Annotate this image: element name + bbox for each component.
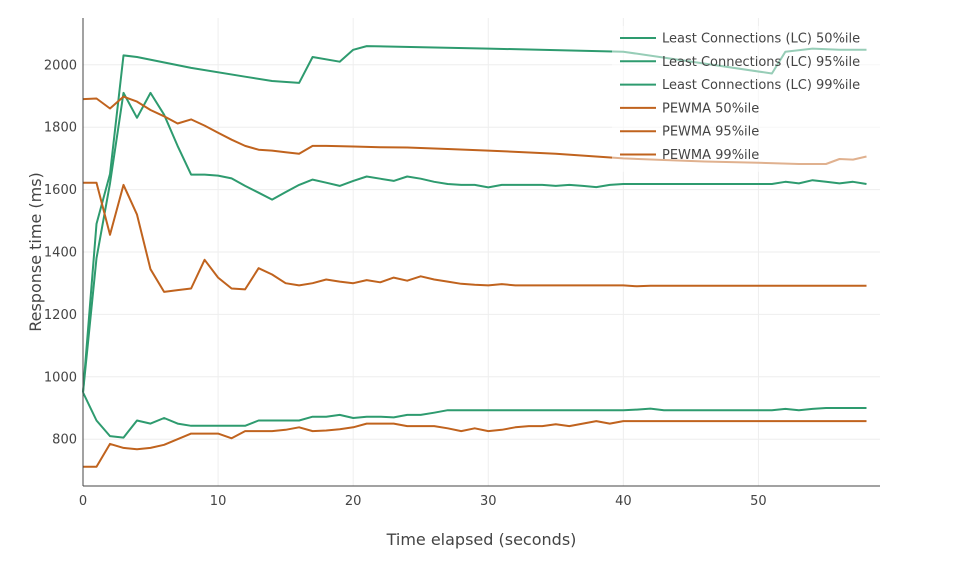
legend-label-4[interactable]: PEWMA 50%ile bbox=[662, 101, 759, 116]
y-tick-label: 1800 bbox=[44, 121, 77, 136]
x-tick-label: 0 bbox=[79, 494, 87, 509]
legend-label-5[interactable]: PEWMA 95%ile bbox=[662, 125, 759, 140]
y-tick-label: 1600 bbox=[44, 183, 77, 198]
axes bbox=[82, 18, 880, 487]
legend-label-6[interactable]: PEWMA 99%ile bbox=[662, 148, 759, 163]
x-tick-label: 30 bbox=[480, 494, 497, 509]
legend[interactable]: Least Connections (LC) 50%ile Least Conne… bbox=[612, 26, 902, 172]
x-tick-label: 10 bbox=[210, 494, 227, 509]
legend-label-2[interactable]: Least Connections (LC) 95%ile bbox=[662, 55, 860, 70]
y-tick-label: 2000 bbox=[44, 58, 77, 73]
x-tick-label: 40 bbox=[615, 494, 632, 509]
y-tick-label: 1000 bbox=[44, 370, 77, 385]
series-line-1 bbox=[82, 391, 867, 439]
y-tick-label: 1400 bbox=[44, 246, 77, 261]
x-tick-label: 50 bbox=[750, 494, 767, 509]
y-axis-title: Response time (ms) bbox=[26, 172, 45, 332]
x-axis-title: Time elapsed (seconds) bbox=[386, 530, 577, 549]
legend-label-3[interactable]: Least Connections (LC) 99%ile bbox=[662, 78, 860, 93]
y-tick-label: 1200 bbox=[44, 308, 77, 323]
legend-background bbox=[612, 26, 902, 172]
gridlines bbox=[83, 18, 880, 486]
legend-label-1[interactable]: Least Connections (LC) 50%ile bbox=[662, 32, 860, 47]
series-line-5 bbox=[83, 181, 867, 293]
x-tick-label: 20 bbox=[345, 494, 362, 509]
y-tick-label: 800 bbox=[52, 433, 77, 448]
series-line-4 bbox=[83, 420, 867, 468]
tick-labels: 0 10 20 30 40 50 800 1000 1200 1400 1600 1800 2000 bbox=[44, 58, 767, 509]
series-line-2 bbox=[82, 91, 867, 393]
